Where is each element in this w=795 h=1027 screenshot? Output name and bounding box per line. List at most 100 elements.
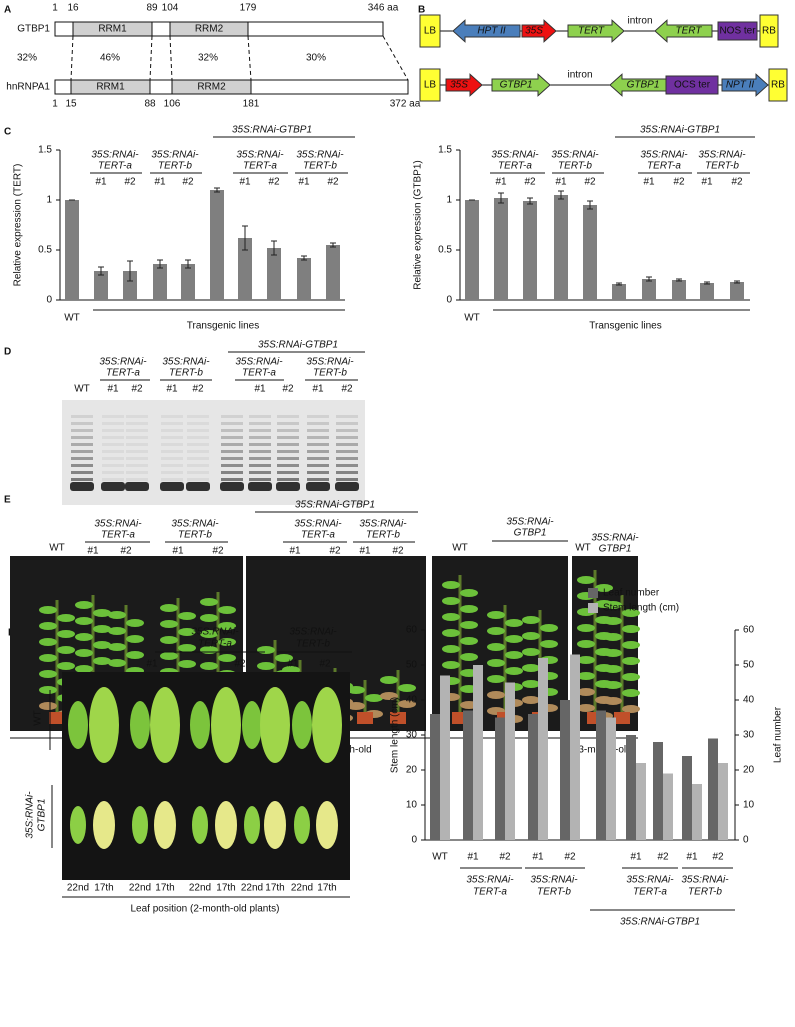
group-label: GTBP1 [599, 544, 632, 555]
gel-band [161, 436, 183, 439]
border-box [768, 68, 788, 102]
dashed-link [382, 35, 409, 81]
bar [473, 665, 483, 840]
position: 181 [243, 99, 260, 110]
group-label: TERT-a [101, 530, 135, 541]
plant-leaf [622, 641, 640, 649]
plant-leaf [160, 620, 178, 628]
gel-band [102, 478, 124, 481]
leaf [312, 687, 342, 763]
gel-band [187, 443, 209, 446]
intron-label: intron [627, 16, 652, 27]
lane-label: #2 [192, 384, 204, 395]
gel-band [335, 482, 359, 491]
group-label: 35S:RNAi- [99, 357, 147, 368]
bar [718, 763, 728, 840]
group-label: TERT-b [537, 887, 571, 898]
group-label: 35S:RNAi-GTBP1 [232, 125, 312, 136]
group-label: 35S:RNAi- [191, 627, 239, 638]
position: 89 [146, 3, 158, 14]
gel-band [307, 464, 329, 467]
gel-band [221, 464, 243, 467]
group-label: TERT-a [198, 639, 232, 650]
x-axis-label: Leaf position (2-month-old plants) [131, 904, 280, 915]
gel-band [126, 429, 148, 432]
position: 88 [144, 99, 156, 110]
bar [523, 201, 537, 300]
group-label: TERT-b [688, 887, 722, 898]
gel-band [187, 450, 209, 453]
plant-leaf [622, 657, 640, 665]
lane-label: #1 [532, 852, 544, 863]
gel-band [307, 471, 329, 474]
gel-band [161, 471, 183, 474]
lane-label: #2 [131, 384, 143, 395]
plant-leaf [57, 614, 75, 622]
plant-leaf [595, 584, 613, 592]
plant-leaf [160, 652, 178, 660]
legend-label: Stem length (cm) [603, 603, 679, 614]
bar [708, 738, 718, 840]
position: 346 aa [368, 3, 399, 14]
position: 16 [67, 3, 79, 14]
gel-band [126, 443, 148, 446]
leaf [211, 687, 241, 763]
y-tick-label: 20 [406, 765, 418, 776]
lane-label: #1 [467, 852, 479, 863]
lane-label: #1 [146, 659, 158, 670]
plant-leaf [257, 646, 275, 654]
leaf [190, 701, 210, 749]
plant-leaf [522, 680, 540, 688]
gel-band [186, 482, 210, 491]
gel-band [307, 436, 329, 439]
row-label: 35S:RNAi- [25, 791, 36, 839]
leaf-position: 17th [317, 883, 336, 894]
plant-leaf [398, 700, 416, 708]
panel-label: E [4, 495, 11, 506]
plant-leaf [487, 675, 505, 683]
lane-label: #1 [254, 384, 266, 395]
y-tick-label: 30 [406, 730, 418, 741]
construct-label: 35S [450, 80, 468, 91]
plant-leaf [622, 705, 640, 713]
gel-band [187, 464, 209, 467]
bar [94, 271, 108, 300]
construct-arrow [654, 19, 713, 43]
bar [682, 756, 692, 840]
bar [326, 245, 340, 300]
gel-band [161, 422, 183, 425]
lane-label: #2 [282, 384, 294, 395]
gel-band [187, 436, 209, 439]
gel-band [187, 415, 209, 418]
group-label: 35S:RNAi- [289, 627, 337, 638]
y-tick-label: 0 [46, 295, 52, 306]
group-label: 35S:RNAi- [506, 517, 554, 528]
gel-band [307, 415, 329, 418]
plant-leaf [460, 605, 478, 613]
gel-band [306, 482, 330, 491]
lane-label: WT [575, 543, 591, 554]
panel-label: C [4, 127, 11, 138]
gel-band [71, 471, 93, 474]
plant-leaf [487, 611, 505, 619]
y-tick-label: 40 [406, 695, 418, 706]
gel-band [249, 450, 271, 453]
y-tick-label: 1.5 [38, 145, 52, 156]
plant-leaf [365, 694, 383, 702]
position: 106 [164, 99, 181, 110]
gel-band [126, 471, 148, 474]
group-label: 35S:RNAi- [591, 533, 639, 544]
gel-band [221, 450, 243, 453]
position: 1 [52, 3, 58, 14]
lane-label: #2 [731, 177, 743, 188]
lane-label: #1 [239, 177, 251, 188]
lane-label: #1 [95, 177, 107, 188]
group-label: TERT-b [296, 639, 330, 650]
panel-label: A [4, 5, 11, 16]
plant-leaf [39, 686, 57, 694]
group-label: TERT-a [473, 887, 507, 898]
gel-band [221, 415, 243, 418]
dashed-link [247, 35, 252, 81]
gel-band [102, 429, 124, 432]
plant-leaf [75, 601, 93, 609]
